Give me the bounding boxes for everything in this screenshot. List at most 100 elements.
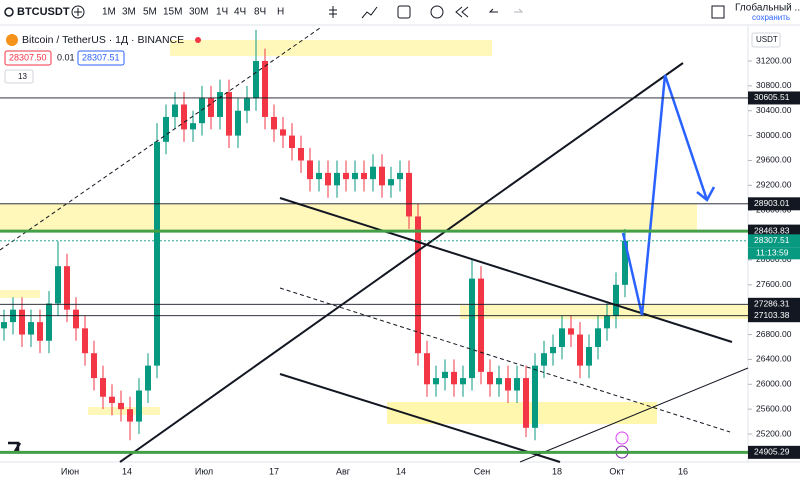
x-tick-label: Июл (195, 466, 213, 476)
x-tick-label: 18 (552, 466, 562, 476)
candle-body (118, 402, 124, 410)
add-symbol[interactable] (71, 5, 85, 19)
candle-body (424, 353, 430, 385)
dashed-line (279, 287, 731, 433)
x-tick-label: 14 (396, 466, 406, 476)
layout-name[interactable]: Глобальный ... (735, 2, 800, 14)
replay-icon[interactable] (455, 6, 469, 18)
price-label: 28903.01 (754, 198, 790, 208)
interval[interactable]: 30М (189, 7, 208, 18)
candle-body (316, 172, 322, 180)
candle-body (289, 135, 295, 149)
candle-body (172, 104, 178, 117)
y-tick-label: 30800.00 (756, 80, 792, 90)
y-tick-label: 25600.00 (756, 403, 792, 413)
y-tick-label: 29200.00 (756, 180, 792, 190)
candle-body (469, 278, 475, 379)
candle-body (586, 346, 592, 366)
x-tick-label: 14 (122, 466, 132, 476)
candle-body (622, 240, 628, 285)
y-tick-label: 26000.00 (756, 379, 792, 389)
add-icon (74, 8, 82, 16)
forecast-arrow (621, 74, 709, 316)
price-label-box (748, 297, 800, 311)
y-tick-label: 26400.00 (756, 354, 792, 364)
interval[interactable]: 3М (122, 7, 136, 18)
candle-body (73, 309, 79, 329)
zone (170, 40, 492, 56)
price-label-box (748, 91, 800, 105)
price-label-box (748, 234, 800, 248)
interval[interactable]: Н (277, 7, 284, 18)
buy-box[interactable] (77, 50, 125, 66)
candle-body (541, 353, 547, 366)
price-label: 27103.38 (754, 310, 790, 320)
candle-body (343, 172, 349, 180)
event-icon[interactable] (615, 431, 629, 445)
ask[interactable]: 28307.51 (82, 52, 120, 62)
price-label: 28307.51 (754, 235, 790, 245)
candle-body (244, 98, 250, 111)
candle-body (325, 172, 331, 186)
candle-body (334, 172, 340, 186)
candle-body (262, 61, 268, 117)
candle-body (379, 166, 385, 186)
symbol[interactable]: BTCUSDT (17, 6, 70, 18)
candle-body (190, 123, 196, 130)
interval[interactable]: 1Ч (216, 7, 228, 18)
candle-body (577, 334, 583, 366)
interval[interactable]: 1М (102, 7, 116, 18)
indicators-icon[interactable] (361, 6, 378, 19)
interval[interactable]: 8Ч (254, 7, 266, 18)
redo-icon[interactable] (514, 8, 524, 13)
interval[interactable]: 4Ч (234, 7, 246, 18)
candle-body (406, 172, 412, 217)
trend-line (519, 367, 749, 463)
candle-body (487, 371, 493, 385)
coin-icon (6, 34, 18, 46)
trend-line (119, 62, 684, 463)
candle-body (127, 409, 133, 422)
candle-body (397, 172, 403, 180)
candle-body (19, 309, 25, 335)
candle-body (514, 378, 520, 391)
candle-body (235, 110, 241, 136)
search-icon[interactable] (4, 7, 14, 17)
candle-body (91, 353, 97, 379)
candle-type-icon[interactable] (329, 6, 337, 18)
sell-box[interactable] (4, 50, 52, 66)
candle-body (55, 266, 61, 304)
y-tick-label: 26800.00 (756, 329, 792, 339)
spread: 0.01 (57, 52, 75, 62)
zone (88, 407, 160, 415)
candle-body (226, 92, 232, 136)
candle-body (64, 266, 70, 310)
indicators-toggle[interactable] (4, 69, 34, 84)
y-tick-label: 27600.00 (756, 279, 792, 289)
zone (0, 290, 40, 298)
candle-body (136, 390, 142, 422)
price-label: 24905.29 (754, 447, 790, 457)
currency[interactable]: USDT (756, 35, 778, 44)
plot (0, 40, 748, 424)
candle-body (82, 328, 88, 354)
currency-box[interactable] (751, 32, 781, 48)
arrow-head (696, 186, 716, 202)
layout-checkbox[interactable] (711, 5, 725, 19)
legend-title: Bitcoin / TetherUS · 1Д · BINANCE (22, 34, 184, 46)
interval[interactable]: 15М (163, 7, 182, 18)
candle-body (145, 365, 151, 391)
layout-icon[interactable] (397, 5, 411, 19)
bid[interactable]: 28307.50 (9, 52, 47, 62)
indicators-count[interactable]: 13 (18, 72, 27, 81)
y-tick-label: 29600.00 (756, 155, 792, 165)
undo-icon[interactable] (488, 8, 498, 13)
interval[interactable]: 5М (143, 7, 157, 18)
alert-icon[interactable] (430, 5, 444, 19)
trend-line (279, 197, 733, 343)
save-button[interactable]: сохранить (752, 13, 790, 22)
candles (1, 29, 628, 441)
candle-body (28, 322, 34, 335)
